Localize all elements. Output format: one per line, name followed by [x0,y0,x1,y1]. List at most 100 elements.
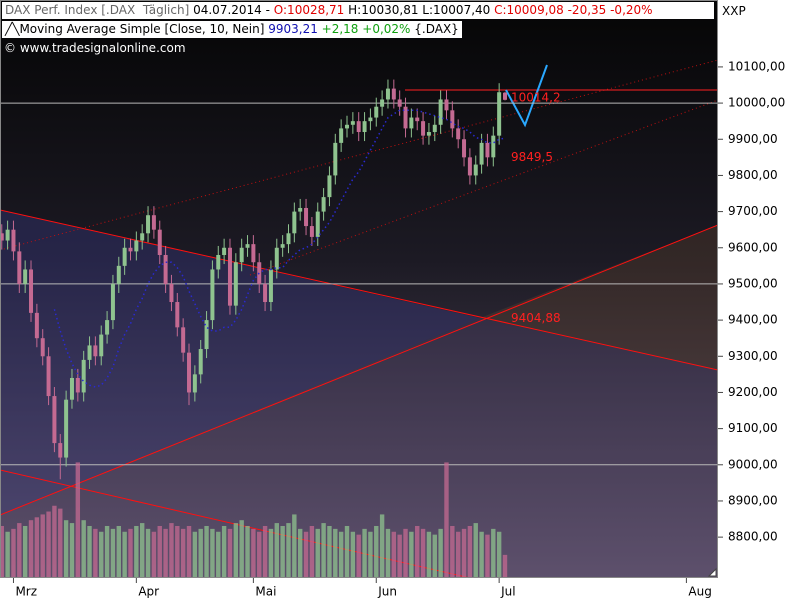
x-tick-label: Jul [500,585,515,599]
candle-body [110,283,115,321]
volume-bar [438,528,443,578]
volume-bar [496,531,502,578]
volume-bar [28,520,34,578]
x-tick-label: Apr [138,585,159,599]
volume-bar [309,525,315,578]
volume-bar [180,528,186,578]
volume-bar [268,528,274,578]
volume-bar [128,528,133,578]
volume-bar [315,528,320,578]
y-tick-label: 10000,00 [728,96,785,110]
candle-body [122,247,127,266]
candle-body [34,312,39,339]
volume-bar [327,525,332,578]
candle-body [339,128,344,143]
candle-body [58,443,63,458]
volume-bar [251,528,256,578]
date: 04.07.2014 - [193,3,270,17]
candle-body [23,269,28,284]
volume-bar [467,525,473,578]
candle-body [485,142,490,158]
volume-bar [397,534,402,578]
candle-body [198,349,203,375]
volume-bar [87,525,92,578]
candle-body [391,88,396,100]
volume-bar [432,534,437,578]
candle-body [432,124,437,133]
candle-body [87,345,92,360]
drawings [0,59,718,578]
x-tick-label: Jun [377,585,397,599]
axis-name: XXP [722,4,746,18]
y-tick-label: 9100,00 [728,421,778,435]
volume-bar [116,525,121,578]
x-tick-label: Mai [255,585,276,599]
candle-body [157,229,162,255]
candle-body [268,269,273,303]
y-tick-label: 9700,00 [728,204,778,218]
candle-body [286,233,291,245]
volume-bar [502,554,508,578]
candle-body [11,229,16,252]
candle-body [409,117,414,129]
candle-body [333,142,338,176]
indicator-line: ╱╲Moving Average Simple [Close, 10, Nein… [2,21,462,38]
candle-body [17,251,22,284]
y-tick-label: 9200,00 [728,385,778,399]
moving-average [53,109,506,388]
candle-body [263,283,268,303]
candle-body [251,244,256,263]
x-tick-label: Aug [688,585,711,599]
candle-body [216,255,221,270]
candle-body [257,262,262,284]
candle-body [163,255,168,284]
resize-handle[interactable] [707,567,717,577]
volume-bar [0,525,4,578]
candle-body [187,352,192,393]
volume-bar [403,528,408,578]
y-tick-label: 9000,00 [728,457,778,471]
candle-body [116,265,121,284]
candle-body [204,320,209,350]
candle-body [292,211,297,234]
y-tick-label: 9500,00 [728,276,778,290]
volume-bar [350,531,356,578]
candle-body [40,338,45,357]
candle-body [175,302,180,328]
candle-body [222,247,227,255]
shade [480,225,718,370]
price-annotation: 10014,2 [511,90,561,104]
candle-body [350,121,355,125]
volume-bar [257,531,262,578]
volume-bar [450,525,455,578]
candle-body [450,110,455,129]
candle-body [192,374,197,393]
candle-body [502,92,507,100]
candle-body [345,124,350,129]
y-tick-label: 9800,00 [728,168,778,182]
volume-bar [22,525,28,578]
volume-bar [385,528,391,578]
volume-bar [303,531,309,578]
volume-bar [63,520,69,578]
volume-bar [344,525,350,578]
candle-body [444,99,449,111]
volume-bar [426,531,432,578]
candle-body [75,377,80,393]
candle-body [169,283,174,303]
volume-bar [157,525,162,578]
shade [0,318,718,578]
volume-bar [420,528,426,578]
candle-body [29,269,34,313]
y-tick-label: 9600,00 [728,240,778,254]
candle-body [0,233,4,241]
candle-body [456,128,461,140]
candle-body [426,132,431,136]
candle-body [304,207,309,227]
plot-background [0,0,718,578]
volume-bar [134,525,139,578]
projection [505,64,548,128]
candle-body [140,233,145,241]
ma-icon: ╱╲ [5,22,20,36]
